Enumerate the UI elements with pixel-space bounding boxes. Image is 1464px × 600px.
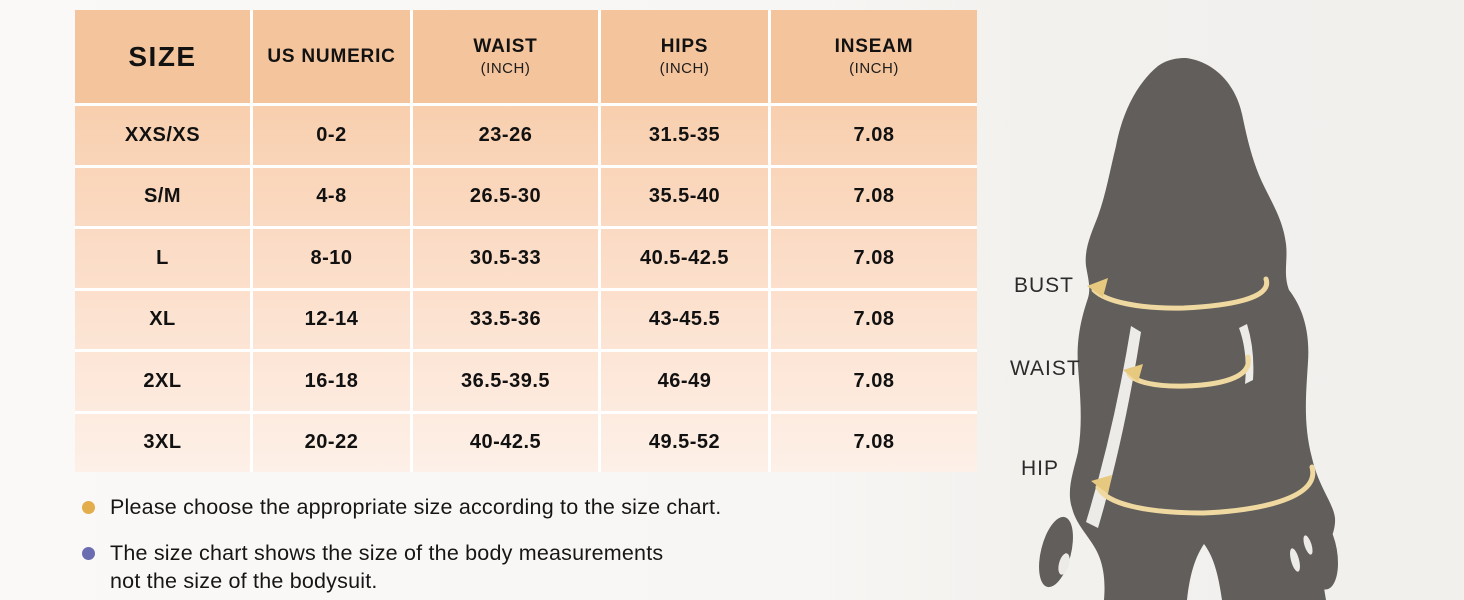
table-cell: 2XL — [75, 352, 253, 411]
column-unit: (INCH) — [480, 60, 531, 77]
table-cell: 0-2 — [253, 106, 413, 165]
table-cell: S/M — [75, 167, 253, 226]
table-row: XL 12-14 33.5-36 43-45.5 7.08 — [75, 287, 977, 349]
table-cell: 7.08 — [853, 369, 895, 392]
hip-arrowhead-icon — [1091, 475, 1112, 494]
table-cell: 26.5-30 — [413, 167, 601, 226]
finger-gap-highlight — [1303, 535, 1313, 555]
table-cell: 20-22 — [253, 413, 413, 472]
note-body-measurements: The size chart shows the size of the bod… — [110, 540, 663, 595]
table-cell: 49.5-52 — [601, 413, 771, 472]
table-cell: 31.5-35 — [601, 106, 771, 165]
table-cell: 30.5-33 — [413, 229, 601, 288]
bullet-dot-icon — [82, 547, 95, 560]
column-label: HIPS — [660, 36, 709, 57]
bullet-dot-icon — [82, 501, 95, 514]
waist-label: WAIST — [1010, 357, 1081, 380]
table-cell: 7.08 — [853, 123, 895, 146]
table-cell: 4-8 — [253, 167, 413, 226]
arm-gap-highlight — [1239, 324, 1254, 384]
header-cell-inseam: INSEAM (INCH) — [771, 10, 977, 103]
column-label: SIZE — [128, 40, 197, 72]
table-cell: 40-42.5 — [413, 413, 601, 472]
table-cell: XXS/XS — [75, 106, 253, 165]
column-label: INSEAM — [834, 36, 914, 57]
table-cell: 7.08 — [853, 431, 895, 454]
note-line: not the size of the bodysuit. — [110, 568, 378, 593]
table-body: XXS/XS 0-2 23-26 31.5-35 7.08 S/M 4-8 26… — [75, 103, 977, 472]
table-row: 3XL 20-22 40-42.5 49.5-52 7.08 — [75, 410, 977, 472]
table-cell: L — [75, 229, 253, 288]
table-cell: XL — [75, 290, 253, 349]
hip-label: HIP — [1021, 457, 1060, 480]
column-label: US NUMERIC — [267, 45, 396, 67]
hip-measure-arrow-icon — [1095, 464, 1316, 516]
header-cell-size: SIZE — [75, 10, 253, 103]
bust-measure-arrow-icon — [1091, 276, 1270, 311]
note-choose-size: Please choose the appropriate size accor… — [110, 495, 722, 519]
table-cell: 35.5-40 — [601, 167, 771, 226]
table-cell: 8-10 — [253, 229, 413, 288]
table-row: XXS/XS 0-2 23-26 31.5-35 7.08 — [75, 103, 977, 165]
table-cell: 12-14 — [253, 290, 413, 349]
column-unit: (INCH) — [659, 60, 710, 77]
table-cell: 3XL — [75, 413, 253, 472]
table-cell: 7.08 — [853, 246, 895, 269]
table-cell: 43-45.5 — [601, 290, 771, 349]
size-chart-table: SIZE US NUMERIC WAIST (INCH) HIPS (INCH)… — [75, 10, 977, 472]
table-cell: 40.5-42.5 — [601, 229, 771, 288]
silhouette-left-hand — [1039, 516, 1073, 588]
column-label: WAIST — [473, 36, 538, 57]
body-silhouette — [1039, 58, 1338, 600]
table-cell: 7.08 — [853, 185, 895, 208]
arm-gap-highlight — [1086, 326, 1141, 528]
table-cell: 16-18 — [253, 352, 413, 411]
waist-arrowhead-icon — [1123, 364, 1143, 382]
table-row: L 8-10 30.5-33 40.5-42.5 7.08 — [75, 226, 977, 288]
table-row: 2XL 16-18 36.5-39.5 46-49 7.08 — [75, 349, 977, 411]
table-header-row: SIZE US NUMERIC WAIST (INCH) HIPS (INCH)… — [75, 10, 977, 103]
table-row: S/M 4-8 26.5-30 35.5-40 7.08 — [75, 164, 977, 226]
table-cell: 33.5-36 — [413, 290, 601, 349]
waist-measure-arrow-icon — [1126, 354, 1251, 389]
table-cell: 36.5-39.5 — [413, 352, 601, 411]
note-line: The size chart shows the size of the bod… — [110, 541, 664, 565]
finger-gap-highlight — [1290, 548, 1300, 572]
table-cell: 46-49 — [601, 352, 771, 411]
silhouette-body — [1069, 58, 1336, 600]
silhouette-right-hand — [1302, 514, 1338, 590]
bust-label: BUST — [1014, 274, 1075, 297]
finger-gap-highlight — [1058, 553, 1070, 575]
header-cell-hips: HIPS (INCH) — [601, 10, 771, 103]
column-unit: (INCH) — [849, 60, 899, 77]
bust-arrowhead-icon — [1087, 278, 1108, 297]
table-cell: 7.08 — [853, 308, 895, 331]
table-cell: 23-26 — [413, 106, 601, 165]
header-cell-waist: WAIST (INCH) — [413, 10, 601, 103]
header-cell-us-numeric: US NUMERIC — [253, 10, 413, 103]
